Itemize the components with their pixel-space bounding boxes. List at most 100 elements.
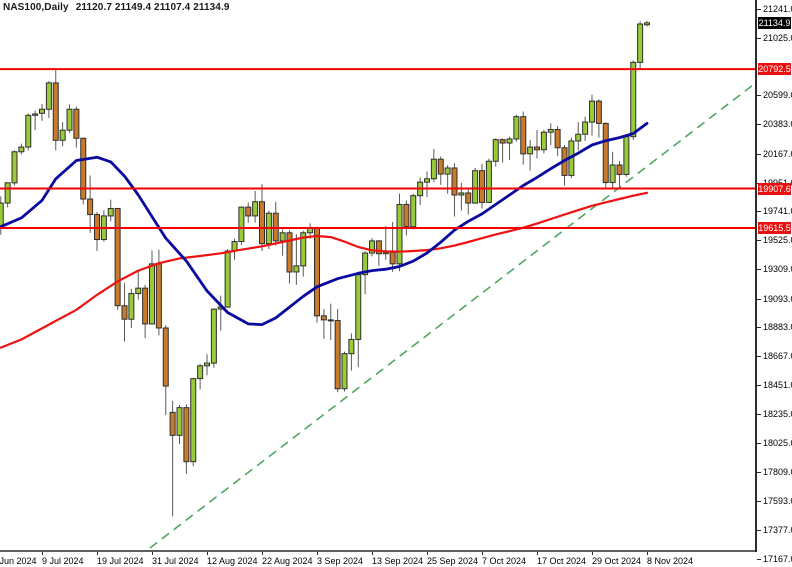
candle-bullish (382, 251, 389, 255)
time-axis-label: 25 Sep 2024 (427, 556, 479, 566)
time-axis-label: 7 Oct 2024 (482, 556, 527, 566)
time-axis-tick (427, 552, 428, 555)
candle-bullish (609, 164, 616, 184)
candle-bullish (107, 207, 114, 217)
candle-bearish (114, 207, 121, 307)
candle-bearish (602, 122, 609, 184)
candles-layer (0, 20, 650, 517)
time-axis-label: 31 Jul 2024 (152, 556, 199, 566)
time-axis-tick (592, 552, 593, 555)
time-axis-label: 22 Aug 2024 (262, 556, 313, 566)
fast-ma-line (0, 122, 649, 327)
candle-bullish (300, 232, 307, 267)
time-axis-tick (262, 552, 263, 555)
candle-bullish (18, 146, 25, 153)
candle-bearish (245, 206, 252, 217)
price-axis-tick (757, 326, 761, 328)
candle-bullish (252, 201, 259, 217)
time-axis-label: 13 Sep 2024 (372, 556, 424, 566)
price-axis-label: 18883.0 (763, 321, 792, 332)
price-axis-tick (757, 269, 761, 271)
candle-bullish (32, 113, 39, 116)
price-axis[interactable]: 21241.021025.020599.020383.020167.019951… (757, 0, 792, 567)
candle-bullish (348, 338, 355, 355)
price-axis-tick (757, 530, 761, 532)
chart-title: NAS100,Daily 21120.7 21149.4 21107.4 2113… (3, 2, 230, 13)
candle-bearish (334, 320, 341, 390)
candle-bullish (492, 139, 499, 162)
time-axis-label: 19 Jul 2024 (97, 556, 144, 566)
price-axis-label: 19309.0 (763, 264, 792, 275)
candle-bullish (39, 108, 45, 114)
candle-bullish (410, 195, 417, 228)
candle-bearish (142, 287, 149, 325)
candle-bullish (424, 178, 430, 183)
price-axis-label: 20599.0 (763, 90, 792, 101)
price-axis-tick (757, 385, 761, 387)
candle-bearish (259, 201, 265, 245)
candle-bullish (45, 82, 52, 110)
price-axis-label: 19525.0 (763, 235, 792, 246)
price-axis-label: 17377.0 (763, 525, 792, 536)
candle-bullish (149, 263, 155, 325)
candle-bearish (183, 407, 190, 463)
price-axis-tick (757, 124, 761, 126)
candle-bullish (485, 160, 492, 203)
time-axis-tick (317, 552, 318, 555)
price-axis-label: 21241.0 (763, 3, 792, 14)
time-axis-label: 9 Jul 2024 (42, 556, 84, 566)
candle-bearish (437, 158, 444, 175)
candle-bearish (52, 82, 59, 141)
candle-bullish (190, 378, 197, 463)
candle-bullish (176, 407, 183, 436)
time-axis-label: 12 Aug 2024 (207, 556, 258, 566)
time-axis-label: 17 Oct 2024 (537, 556, 587, 566)
candle-bearish (327, 319, 334, 322)
candle-bullish (458, 192, 465, 196)
price-axis-tick (757, 558, 761, 560)
candle-bearish (375, 240, 382, 255)
candle-bullish (135, 287, 142, 295)
candle-bullish (66, 108, 73, 131)
candle-bearish (616, 164, 623, 175)
price-axis-label: 17593.0 (763, 496, 792, 507)
price-line-badge: 19615.5 (758, 221, 791, 234)
candle-bullish (355, 274, 362, 340)
candle-bullish (444, 167, 451, 175)
price-axis-label: 19093.0 (763, 293, 792, 304)
candle-bullish (430, 158, 437, 180)
price-line-badge: 20792.5 (758, 63, 791, 76)
candle-bullish (630, 61, 637, 138)
candle-bullish (0, 202, 4, 228)
chart-plot-area[interactable]: NAS100,Daily 21120.7 21149.4 21107.4 2113… (0, 0, 757, 552)
price-axis-tick (757, 211, 761, 213)
candlestick-chart (0, 0, 757, 552)
price-axis-label: 20167.0 (763, 148, 792, 159)
price-axis-tick (757, 8, 761, 10)
time-axis-tick (482, 552, 483, 555)
candle-bearish (286, 232, 293, 273)
time-axis-label: 8 Nov 2024 (647, 556, 694, 566)
price-axis-tick (757, 414, 761, 416)
candle-bullish (210, 308, 217, 364)
candle-bullish (472, 170, 479, 204)
price-axis-label: 17809.0 (763, 466, 792, 477)
candle-bearish (595, 100, 602, 124)
ascending-trendline[interactable] (149, 81, 757, 549)
slow-ma-line (0, 191, 649, 349)
candle-bullish (362, 252, 369, 276)
price-axis-label: 18235.0 (763, 409, 792, 420)
time-axis-label: 3 Sep 2024 (317, 556, 364, 566)
candle-bullish (547, 128, 554, 133)
candle-bearish (121, 305, 128, 320)
candle-bullish (540, 131, 547, 151)
candle-bearish (155, 263, 162, 329)
price-axis-tick (757, 37, 761, 39)
price-axis-label: 18667.0 (763, 351, 792, 362)
candle-bearish (554, 128, 561, 149)
time-axis[interactable]: 27 Jun 2024 9 Jul 2024 19 Jul 2024 31 Jul 2… (0, 552, 792, 567)
candle-bearish (520, 116, 527, 155)
candle-bullish (4, 182, 11, 204)
candle-bearish (389, 251, 396, 265)
